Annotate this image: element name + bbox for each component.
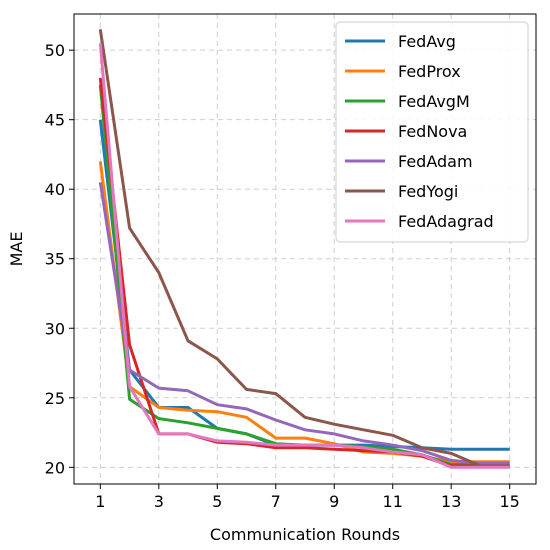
x-tick-label: 3 — [154, 492, 164, 511]
y-tick-label: 50 — [45, 41, 65, 60]
series-line-fedadam — [98, 182, 510, 465]
legend-label-fedadam: FedAdam — [398, 152, 473, 171]
series-line-fedyogi — [98, 29, 510, 468]
x-axis-ticks: 1 3 5 7 9 11 13 15 — [95, 484, 520, 511]
y-tick-label: 45 — [45, 111, 65, 130]
y-axis-label: MAE — [7, 232, 26, 267]
y-tick-label: 25 — [45, 389, 65, 408]
x-tick-label: 9 — [329, 492, 339, 511]
x-tick-label: 7 — [271, 492, 281, 511]
legend-label-fedadagrad: FedAdagrad — [398, 212, 494, 231]
legend-label-fedyogi: FedYogi — [398, 182, 458, 201]
y-tick-label: 35 — [45, 250, 65, 269]
legend-label-fednova: FedNova — [398, 122, 467, 141]
x-tick-label: 11 — [383, 492, 403, 511]
legend-label-fedavg: FedAvg — [398, 32, 456, 51]
y-tick-label: 40 — [45, 180, 65, 199]
series-lines — [98, 29, 510, 469]
y-tick-label: 30 — [45, 319, 65, 338]
legend: FedAvg FedProx FedAvgM FedNova FedAdam FedYog… — [335, 21, 529, 243]
x-tick-label: 5 — [212, 492, 222, 511]
x-tick-label: 1 — [95, 492, 105, 511]
y-tick-label: 20 — [45, 458, 65, 477]
legend-label-fedprox: FedProx — [398, 62, 461, 81]
x-tick-label: 13 — [441, 492, 461, 511]
plot-area-frame — [73, 13, 537, 485]
legend-label-fedavgm: FedAvgM — [398, 92, 470, 111]
legend-box — [335, 21, 529, 243]
series-line-fedadagrad — [98, 43, 510, 469]
x-axis-label: Communication Rounds — [210, 525, 400, 544]
y-axis-ticks: 20 25 30 35 40 45 50 — [45, 41, 74, 477]
x-tick-label: 15 — [500, 492, 520, 511]
